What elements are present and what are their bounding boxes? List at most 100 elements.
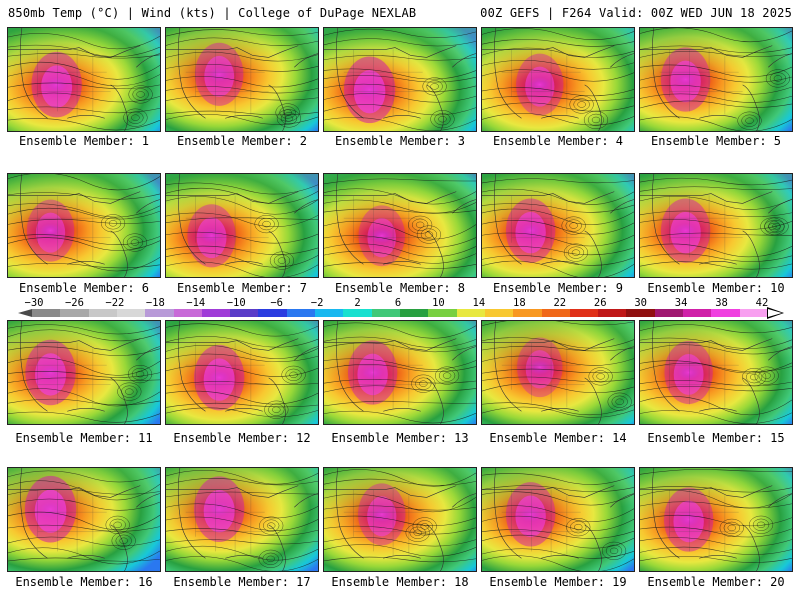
wind-streamline (324, 104, 476, 116)
wind-streamline (8, 234, 160, 245)
ensemble-member-map[interactable] (165, 173, 319, 278)
circulation-contour (605, 544, 623, 558)
colorbar-tick-label: −22 (105, 297, 125, 309)
state-lines (343, 49, 427, 117)
coastline (177, 28, 318, 131)
wind-streamline (166, 64, 318, 72)
wind-streamline (640, 490, 792, 509)
ensemble-member-map[interactable] (639, 173, 793, 278)
wind-streamline (8, 329, 160, 342)
heat-core-peak (35, 212, 66, 253)
ensemble-member-map[interactable] (481, 27, 635, 132)
circulation-contour (113, 521, 122, 529)
ensemble-member-map[interactable] (323, 173, 477, 278)
colorbar-right-arrow (768, 309, 782, 317)
wind-streamline (482, 188, 634, 205)
colorbar-ticks: −30 −26 −22 −18 −14 −10 −6 −2 2 6 10 14 18 22 26 30 34 38… (0, 297, 800, 309)
circulation-contour (752, 518, 770, 531)
temperature-map (640, 174, 792, 277)
wind-streamline (8, 44, 160, 57)
circulation-contour (773, 75, 783, 82)
circulation-contour (565, 219, 582, 232)
wind-streamline (640, 253, 792, 262)
wind-streamline (8, 488, 160, 495)
circulation-contour (742, 368, 767, 387)
circulation-contour (408, 215, 433, 234)
ensemble-member-map[interactable] (7, 27, 161, 132)
wind-streamline (640, 546, 792, 555)
circulation-contour (131, 114, 140, 121)
border-outline (324, 338, 457, 351)
ensemble-member-map[interactable] (481, 173, 635, 278)
ensemble-member-map[interactable] (165, 27, 319, 132)
wind-streamline (482, 402, 634, 416)
run-valid-time: 00Z GEFS | F264 Valid: 00Z WED JUN 18 20… (480, 6, 792, 20)
state-lines (185, 49, 269, 117)
circulation-contour (607, 392, 632, 411)
wind-streamline (324, 544, 476, 557)
circulation-contour (284, 115, 294, 122)
coastline (19, 174, 160, 277)
wind-streamline (324, 379, 476, 384)
wind-streamline (482, 345, 634, 352)
wind-streamline (640, 380, 792, 387)
coastline (335, 174, 476, 277)
ensemble-member-map[interactable] (639, 27, 793, 132)
wind-streamline (8, 118, 160, 131)
colorbar-segment (484, 309, 514, 317)
colorbar-tick-label: 6 (394, 297, 402, 309)
heat-core-peak (34, 489, 67, 533)
wind-streamline (166, 245, 318, 255)
ensemble-member-map[interactable] (481, 467, 635, 572)
coastline (177, 321, 318, 424)
circulation-contour (424, 231, 434, 238)
circulation-contour (413, 529, 422, 536)
state-lines (27, 49, 111, 117)
ensemble-member-map[interactable] (165, 320, 319, 425)
wind-streamline (482, 529, 634, 539)
border-outline (482, 338, 615, 351)
wind-streamline (324, 55, 476, 61)
wind-streamline (324, 322, 476, 339)
wind-streamline (8, 371, 160, 378)
ensemble-member-map[interactable] (323, 27, 477, 132)
circulation-contour (136, 91, 145, 98)
wind-streamline (482, 485, 634, 492)
ensemble-member-map[interactable] (639, 467, 793, 572)
wind-streamline (166, 344, 318, 359)
wind-streamline (640, 100, 792, 109)
wind-streamline (166, 114, 318, 125)
border-outline (640, 45, 773, 58)
ensemble-member-map[interactable] (7, 173, 161, 278)
wind-streamline (324, 178, 476, 185)
ensemble-member-map[interactable] (639, 320, 793, 425)
ensemble-member-map[interactable] (7, 467, 161, 572)
wind-streamline (482, 337, 634, 349)
circulation-contour (125, 388, 134, 395)
circulation-contour (727, 524, 736, 532)
wind-streamline (482, 232, 634, 247)
wind-streamline (166, 353, 318, 362)
wind-streamline (640, 93, 792, 103)
ensemble-member-map[interactable] (165, 467, 319, 572)
circulation-contour (132, 88, 149, 101)
heat-core-peak (673, 500, 704, 543)
state-lines (185, 342, 269, 410)
wind-streamline (640, 396, 792, 416)
ensemble-member-map[interactable] (323, 467, 477, 572)
temperature-map (640, 468, 792, 571)
colorbar-segment (60, 309, 90, 317)
colorbar-segment (201, 309, 231, 317)
circulation-contour (259, 516, 284, 535)
wind-streamline (324, 410, 476, 424)
ensemble-member-map[interactable] (323, 320, 477, 425)
cool-air-field (482, 174, 634, 277)
ensemble-member-map[interactable] (481, 320, 635, 425)
wind-streamline (482, 260, 634, 277)
ensemble-member-label: Ensemble Member: 1 (18, 134, 150, 148)
colorbar-tick-label: 42 (755, 297, 769, 309)
temperature-map (482, 28, 634, 131)
ensemble-member-map[interactable] (7, 320, 161, 425)
colorbar-segment (32, 309, 61, 317)
temperature-map (482, 174, 634, 277)
